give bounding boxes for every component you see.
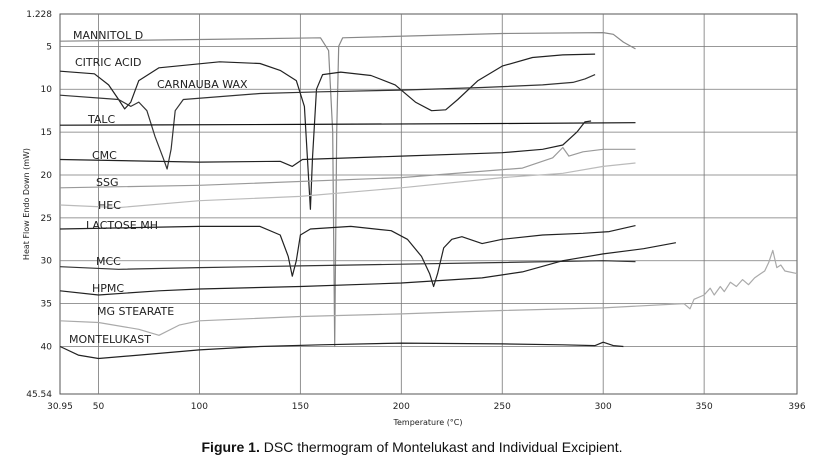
x-tick-label-100: 100 xyxy=(191,402,208,412)
y-axis-title: Heat Flow Endo Down (mW) xyxy=(22,148,31,260)
series-label-hec: HEC xyxy=(98,199,121,212)
figure-caption: Figure 1. DSC thermogram of Montelukast … xyxy=(0,439,824,455)
y-tick-label-5: 5 xyxy=(46,42,52,52)
series-label-mg-stearate: MG STEARATE xyxy=(97,305,174,318)
series-line-mannitol-d xyxy=(60,32,636,348)
series-line-citric-acid xyxy=(60,53,596,210)
series-line-mcc xyxy=(60,260,636,270)
x-tick-label-30-95: 30.95 xyxy=(47,402,73,412)
series-label-mcc: MCC xyxy=(96,255,121,268)
x-tick-label-396: 396 xyxy=(788,402,805,412)
series-line-mg-stearate xyxy=(60,249,798,336)
x-tick-label-50: 50 xyxy=(93,402,105,412)
series-line-carnauba-wax xyxy=(60,74,596,170)
y-tick-label-1-228: 1.228 xyxy=(26,10,52,20)
series-label-citric-acid: CITRIC ACID xyxy=(75,56,141,69)
x-axis-ticks: 30.95 50 100 150 200 250 300 350 396 xyxy=(47,402,806,412)
dsc-thermogram-chart: 30.95 50 100 150 200 250 300 350 396 1.228 5 10 15 2… xyxy=(22,10,806,427)
y-tick-label-45-54: 45.54 xyxy=(26,390,52,400)
series-label-montelukast: MONTELUKAST xyxy=(69,333,151,346)
series-label-carnauba-wax: CARNAUBA WAX xyxy=(157,78,248,91)
x-tick-label-300: 300 xyxy=(595,402,612,412)
y-tick-label-15: 15 xyxy=(41,128,52,138)
series-label-lactose-mh: LACTOSE MH xyxy=(86,219,158,232)
series-line-cmc xyxy=(60,120,592,167)
y-tick-label-10: 10 xyxy=(41,85,53,95)
caption-label: Figure 1. xyxy=(201,439,260,455)
x-tick-label-200: 200 xyxy=(393,402,410,412)
x-axis-title: Temperature (°C) xyxy=(392,418,462,427)
series-label-hpmc: HPMC xyxy=(92,282,124,295)
series-label-talc: TALC xyxy=(87,113,116,126)
y-tick-label-35: 35 xyxy=(41,300,52,310)
series-line-ssg xyxy=(60,146,636,189)
series-line-lactose-mh xyxy=(60,225,636,288)
x-tick-label-350: 350 xyxy=(696,402,713,412)
x-tick-label-250: 250 xyxy=(494,402,511,412)
series-label-cmc: CMC xyxy=(92,149,117,162)
series-label-ssg: SSG xyxy=(96,176,119,189)
series-line-talc xyxy=(60,122,636,126)
caption-text: DSC thermogram of Montelukast and Indivi… xyxy=(259,439,623,455)
y-tick-label-30: 30 xyxy=(41,257,53,267)
series-label-mannitol-d: MANNITOL D xyxy=(73,29,143,42)
series-line-hec xyxy=(60,162,636,209)
series-labels: MANNITOL D CITRIC ACID CARNAUBA WAX TALC CMC… xyxy=(69,29,248,346)
y-axis-ticks: 1.228 5 10 15 20 25 30 35 40 45.54 xyxy=(26,10,52,400)
plot-area xyxy=(59,13,798,395)
y-tick-label-25: 25 xyxy=(41,214,52,224)
y-tick-label-20: 20 xyxy=(41,171,53,181)
series-layer xyxy=(59,32,798,360)
x-tick-label-150: 150 xyxy=(292,402,309,412)
series-line-montelukast xyxy=(59,341,624,360)
series-line-hpmc xyxy=(60,242,677,296)
y-tick-label-40: 40 xyxy=(41,342,53,352)
